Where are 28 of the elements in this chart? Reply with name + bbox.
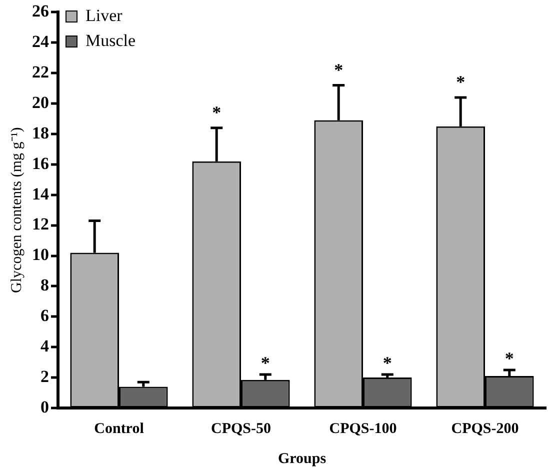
x-tick-label: Control	[94, 420, 144, 437]
y-tick-label: 24	[32, 32, 50, 52]
y-tick-label: 10	[32, 245, 49, 264]
data-label: *	[504, 348, 514, 369]
data-label: *	[382, 353, 392, 374]
y-tick-label: 16	[32, 154, 49, 173]
y-tick-label: 0	[40, 397, 49, 416]
data-label: *	[260, 353, 270, 374]
y-tick-label: 4	[40, 336, 50, 356]
x-axis-title: Groups	[278, 450, 326, 467]
y-tick-label: 18	[32, 123, 49, 142]
data-label: *	[334, 60, 344, 80]
y-axis-title: Glycogen contents (mg g⁻¹)	[8, 127, 25, 293]
y-tick-label: 12	[32, 214, 49, 234]
y-tick-label: 20	[32, 92, 49, 112]
x-tick-label: CPQS-50	[211, 420, 271, 437]
y-tick-label: 2	[40, 366, 49, 386]
x-tick-label: CPQS-200	[451, 420, 519, 437]
y-tick-label: 22	[32, 62, 49, 82]
data-label: *	[212, 102, 222, 123]
data-label: *	[456, 72, 466, 92]
legend-label: Muscle	[86, 30, 136, 50]
y-tick-label: 8	[40, 276, 49, 295]
y-tick-label: 26	[32, 2, 49, 21]
y-tick-label: 14	[32, 184, 50, 204]
legend-label: Liver	[86, 6, 123, 25]
y-tick-label: 6	[40, 306, 49, 326]
x-tick-label: CPQS-100	[329, 420, 397, 437]
